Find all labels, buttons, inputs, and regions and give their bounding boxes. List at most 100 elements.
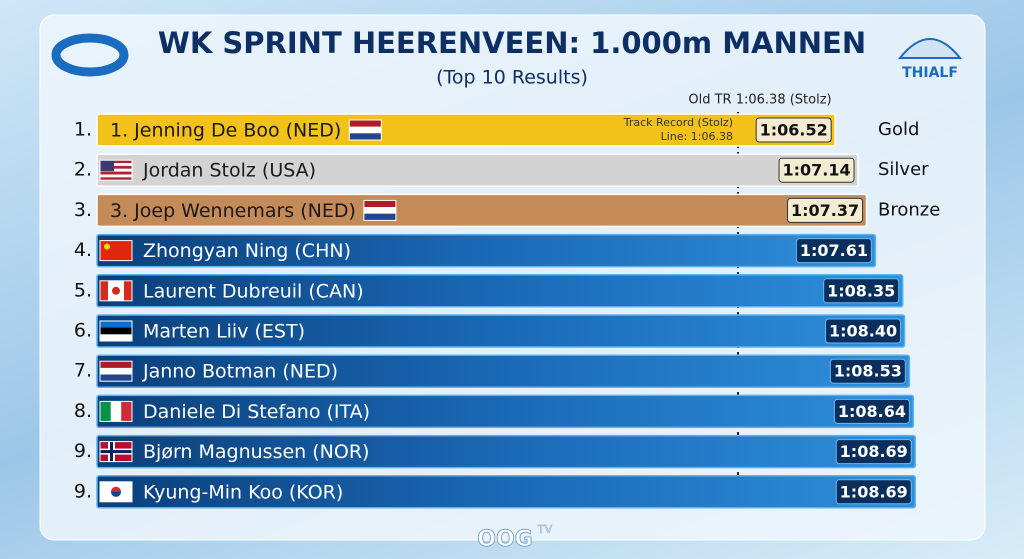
time-box (825, 318, 902, 344)
flag-part (100, 367, 132, 375)
flag-part (363, 213, 396, 221)
athlete-name: Bjørn Magnussen (NOR) (143, 441, 369, 463)
bar (96, 274, 904, 308)
bar (96, 314, 906, 348)
time-box (823, 278, 900, 304)
medal-label: Bronze (878, 199, 940, 220)
rank-label: 4. (74, 239, 92, 261)
value-label: 1:08.64 (838, 402, 906, 421)
bar (96, 113, 836, 147)
flag-part (100, 168, 132, 172)
footer-logo: OOG (477, 527, 532, 552)
time-box (835, 439, 912, 465)
value-label: 1:08.69 (840, 482, 908, 501)
flag-part (111, 491, 121, 497)
bar (96, 394, 915, 429)
time-box (833, 398, 910, 424)
flag-part (100, 321, 132, 328)
flag-border (99, 481, 133, 503)
flag-part (110, 401, 122, 422)
rank-label: 5. (74, 279, 92, 301)
reference-note: Line: 1:06.38 (661, 130, 733, 143)
flag-part (349, 120, 382, 127)
rank-label: 9. (74, 480, 92, 502)
bar (96, 193, 868, 228)
flag-border (99, 400, 133, 422)
flag-part (100, 240, 132, 261)
time-box (795, 238, 872, 264)
footer-logo-sup: TV (537, 523, 553, 536)
medal-label: Gold (878, 119, 919, 140)
value-label: 1:07.37 (791, 201, 859, 220)
flag-part (121, 401, 132, 422)
flag-border (99, 360, 133, 382)
bar (96, 233, 877, 268)
flag-part (100, 450, 132, 454)
athlete-name: Laurent Dubreuil (CAN) (143, 280, 364, 302)
flag-part (100, 165, 132, 169)
flag-part (100, 177, 132, 181)
athlete-name: Kyung-Min Koo (KOR) (143, 481, 343, 503)
flag-border (348, 119, 382, 141)
value-label: 1:08.53 (834, 362, 902, 381)
chart-subtitle: (Top 10 Results) (436, 67, 588, 89)
athlete-name: 3. Joep Wennemars (NED) (110, 200, 356, 222)
bar (96, 153, 859, 187)
flag-part (100, 280, 108, 301)
rank-label: 7. (74, 360, 92, 382)
athlete-name: Jordan Stolz (USA) (142, 160, 316, 182)
flag-part (124, 280, 132, 301)
value-label: 1:06.52 (760, 121, 828, 140)
flag-part (100, 334, 132, 341)
flag-border (99, 240, 133, 262)
value-label: 1:08.69 (840, 442, 908, 461)
athlete-name: Janno Botman (NED) (142, 361, 338, 383)
flag-part (100, 327, 132, 335)
flag-part (363, 207, 396, 214)
time-box (778, 157, 855, 183)
bar (96, 354, 911, 388)
medal-label: Silver (878, 159, 929, 180)
rink-logo (51, 33, 129, 77)
rank-label: 8. (74, 400, 92, 422)
flag-part (363, 200, 396, 208)
value-label: 1:07.61 (800, 241, 868, 260)
value-label: 1:07.14 (782, 161, 850, 180)
flag-border (99, 280, 133, 302)
flag-border (99, 320, 133, 342)
chart-title: WK SPRINT HEERENVEEN: 1.000m MANNEN (158, 26, 866, 60)
bar (96, 475, 916, 509)
flag-part (349, 126, 382, 134)
athlete-name: Daniele Di Stefano (ITA) (143, 401, 370, 423)
value-label: 1:08.40 (829, 322, 897, 341)
flag-part (100, 174, 132, 178)
flag-part (100, 160, 114, 172)
time-box (787, 197, 864, 223)
time-box (755, 117, 832, 143)
time-box (835, 479, 912, 505)
flag-part (100, 374, 132, 382)
athlete-name: Zhongyan Ning (CHN) (143, 240, 351, 262)
logo-text: THIALF (902, 65, 958, 81)
value-label: 1:08.35 (827, 281, 895, 300)
athlete-name: Marten Liiv (EST) (143, 321, 305, 343)
flag-part (100, 401, 111, 422)
bar (96, 434, 916, 469)
flag-border (363, 199, 397, 221)
flag-border (99, 441, 133, 463)
flag-part (100, 171, 132, 175)
rank-label: 3. (74, 199, 92, 221)
rank-label: 9. (74, 440, 92, 462)
athlete-name: 1. Jenning De Boo (NED) (110, 120, 341, 142)
flag-part (349, 133, 382, 140)
flag-part (100, 163, 132, 166)
rank-label: 2. (74, 159, 92, 181)
flag-part (104, 243, 110, 250)
reference-label: Old TR 1:06.38 (Stolz) (688, 93, 831, 108)
rank-label: 1. (74, 119, 92, 141)
reference-note: Track Record (Stolz) (623, 116, 733, 129)
dome-icon (897, 38, 963, 59)
flag-border (99, 159, 133, 181)
flag-part (100, 361, 132, 368)
